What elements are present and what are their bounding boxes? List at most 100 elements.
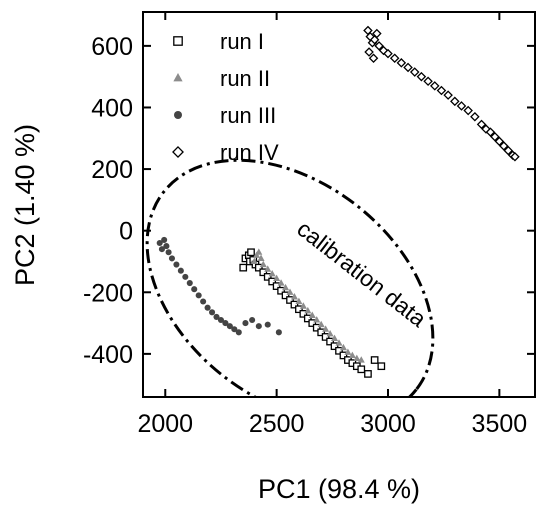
- data-point: [259, 260, 267, 268]
- data-point: [416, 71, 427, 82]
- data-point: [290, 293, 298, 300]
- data-point: [200, 298, 207, 305]
- data-point: [204, 304, 211, 311]
- data-point: [490, 131, 500, 142]
- legend-item: run III: [174, 103, 276, 128]
- data-point: [213, 313, 220, 320]
- y-tick-label: 200: [91, 156, 133, 184]
- data-point: [335, 339, 343, 346]
- data-point: [499, 141, 509, 151]
- data-point: [286, 296, 294, 304]
- legend-marker: [173, 72, 183, 82]
- data-point: [255, 248, 263, 255]
- data-point: [308, 311, 316, 318]
- data-point: [165, 249, 172, 256]
- data-point: [242, 320, 249, 327]
- data-point: [235, 329, 242, 336]
- data-point: [313, 316, 321, 323]
- data-point: [450, 96, 460, 107]
- data-point: [209, 309, 216, 316]
- data-point: [330, 342, 339, 351]
- data-point: [247, 248, 255, 257]
- data-point: [195, 292, 202, 299]
- calibration-ellipse: [145, 158, 435, 397]
- data-point: [263, 273, 272, 281]
- data-point: [463, 105, 473, 116]
- y-tick-label: -200: [83, 279, 133, 307]
- data-point: [277, 286, 285, 295]
- data-point: [321, 333, 330, 341]
- data-point: [304, 306, 312, 314]
- data-point: [295, 297, 303, 305]
- data-point: [372, 28, 382, 39]
- data-point: [510, 152, 520, 162]
- x-tick-label: 2500: [249, 410, 305, 438]
- data-point: [470, 111, 480, 122]
- legend-label: run I: [220, 29, 264, 54]
- data-point: [250, 257, 258, 265]
- data-point: [374, 41, 384, 51]
- legend-item: run I: [173, 29, 264, 54]
- data-point: [503, 145, 514, 156]
- data-point: [436, 85, 447, 96]
- y-tick-label: 400: [91, 94, 133, 122]
- data-point: [357, 356, 365, 363]
- data-point: [485, 127, 496, 137]
- data-point: [272, 282, 281, 290]
- data-point: [191, 286, 198, 293]
- x-axis-title: PC1 (98.4 %): [258, 474, 420, 504]
- data-point: [335, 346, 343, 355]
- calibration-ellipse-layer: [145, 158, 435, 397]
- data-point: [364, 370, 372, 378]
- data-point: [326, 337, 334, 346]
- data-point: [177, 267, 184, 274]
- y-axis-title: PC2 (1.40 %): [10, 124, 40, 286]
- data-point: [317, 328, 326, 337]
- legend-marker: [174, 111, 182, 119]
- data-point: [158, 246, 165, 253]
- data-point: [476, 119, 487, 130]
- data-point: [277, 279, 285, 286]
- data-point: [268, 277, 277, 286]
- axis-ticks: [143, 12, 535, 397]
- data-point: [456, 101, 467, 111]
- y-tick-label: 0: [119, 218, 133, 246]
- data-point: [231, 326, 238, 333]
- y-tick-label: -400: [83, 341, 133, 369]
- data-point: [339, 343, 347, 351]
- data-point: [377, 362, 386, 371]
- data-point: [286, 288, 294, 295]
- data-point: [217, 316, 224, 324]
- data-point: [312, 323, 321, 332]
- legend-label: run II: [220, 66, 270, 91]
- y-tick-label: 600: [91, 33, 133, 61]
- data-point: [299, 309, 308, 318]
- data-point: [295, 305, 303, 314]
- data-point: [322, 325, 330, 332]
- data-point: [168, 255, 175, 262]
- data-point: [368, 53, 379, 63]
- legend-item: run IV: [172, 140, 279, 165]
- data-point: [299, 302, 307, 309]
- data-point: [268, 269, 276, 277]
- data-point: [396, 58, 407, 68]
- data-point: [308, 319, 317, 327]
- x-tick-label: 3500: [472, 410, 528, 438]
- data-point: [281, 291, 290, 300]
- data-point: [389, 53, 400, 63]
- data-point: [226, 323, 233, 330]
- data-point: [344, 348, 352, 355]
- legend: run I run II run III run IV: [172, 29, 279, 165]
- data-point: [370, 356, 379, 364]
- data-point: [326, 330, 334, 337]
- data-point: [182, 273, 189, 280]
- data-point: [161, 236, 168, 243]
- series-run-iv: [363, 25, 520, 162]
- data-point: [494, 136, 505, 147]
- series-run-iii: [156, 236, 282, 336]
- data-point: [264, 321, 271, 328]
- data-point: [383, 48, 393, 59]
- series-run-ii: [250, 248, 365, 363]
- data-point: [273, 274, 281, 281]
